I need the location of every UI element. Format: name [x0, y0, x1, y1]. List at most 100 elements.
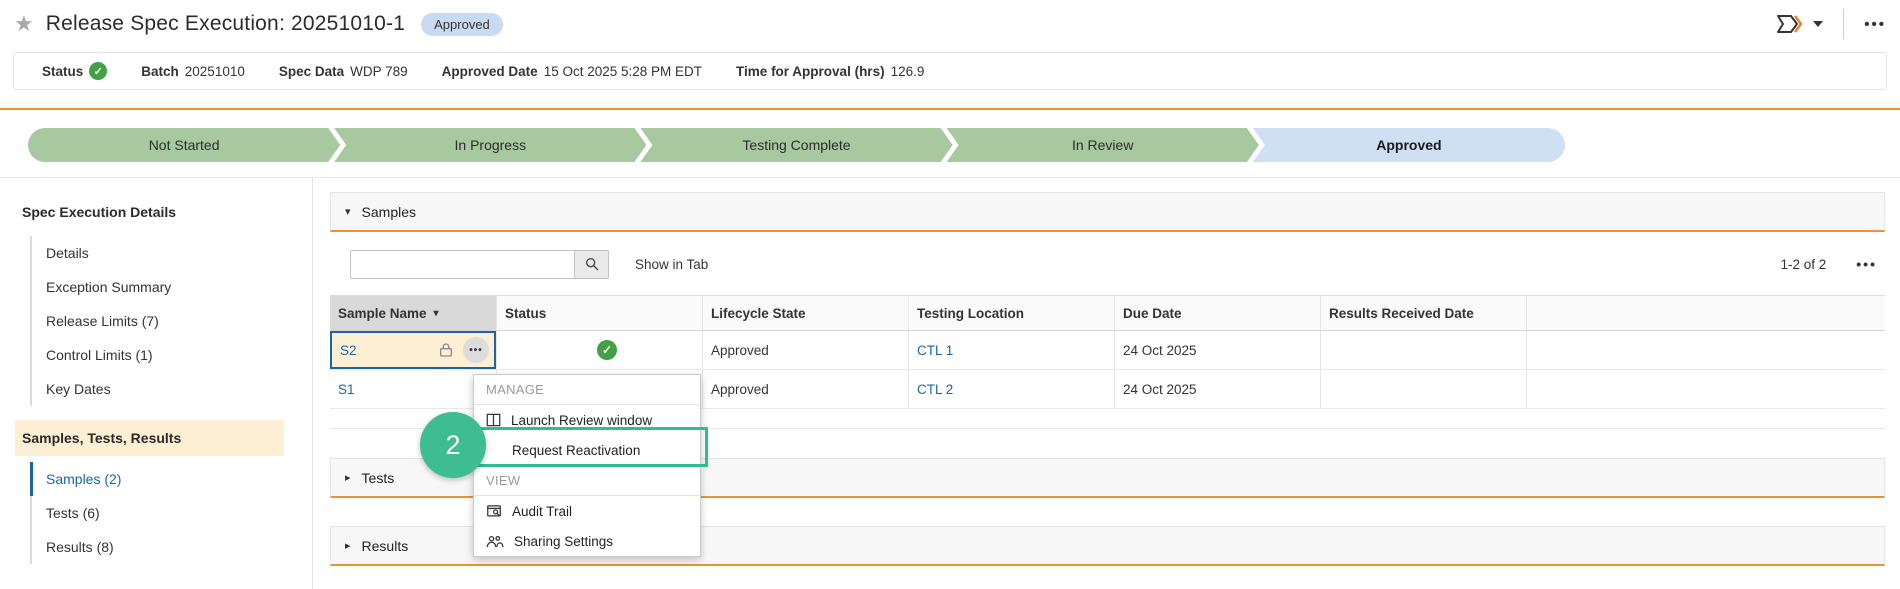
review-window-icon [486, 413, 501, 427]
show-in-tab-link[interactable]: Show in Tab [635, 256, 709, 272]
sample-link-s2[interactable]: S2 [340, 342, 357, 358]
lifecycle-state-cell: Approved [703, 331, 909, 369]
header-actions: ••• [1776, 0, 1886, 48]
sidebar-item-tests[interactable]: Tests (6) [30, 496, 312, 530]
due-date-cell: 24 Oct 2025 [1115, 331, 1321, 369]
sidebar-item-release-limits[interactable]: Release Limits (7) [30, 304, 312, 338]
menu-item-sharing-settings[interactable]: Sharing Settings [474, 526, 700, 556]
menu-group-header: MANAGE [474, 375, 700, 405]
menu-item-label: Audit Trail [512, 503, 573, 519]
sidebar-item-details[interactable]: Details [30, 236, 312, 270]
column-header-results-received-date[interactable]: Results Received Date [1321, 296, 1527, 330]
sample-name-cell-selected[interactable]: S2 ••• [330, 331, 497, 369]
menu-item-launch-review-window[interactable]: Launch Review window [474, 405, 700, 435]
sample-link-s1[interactable]: S1 [338, 381, 355, 397]
table-row: S2 ••• ✓ Approved CTL 1 [330, 331, 1885, 370]
lifecycle-state-cell: Approved [703, 370, 909, 408]
menu-group-manage: MANAGE Launch Review window Request Reac… [474, 375, 700, 465]
testing-location-link[interactable]: CTL 2 [917, 381, 954, 397]
testing-location-cell: CTL 2 [909, 370, 1115, 408]
divider [0, 177, 1900, 178]
samples-table: Sample Name ▾ Status Lifecycle State Tes… [330, 295, 1885, 429]
search-icon [585, 258, 598, 271]
menu-group-view: VIEW Audit Trail Sharing Settings [474, 465, 700, 556]
workflow-menu-button[interactable] [1776, 13, 1824, 35]
column-header-status[interactable]: Status [497, 296, 703, 330]
menu-item-request-reactivation[interactable]: Request Reactivation [474, 435, 700, 465]
table-header-row: Sample Name ▾ Status Lifecycle State Tes… [330, 295, 1885, 331]
results-received-date-cell [1321, 370, 1527, 408]
row-status-check-icon: ✓ [597, 340, 617, 360]
chevron-down-icon [1813, 21, 1824, 27]
row-spacer [1527, 331, 1885, 369]
menu-item-label: Launch Review window [511, 412, 653, 428]
stage-not-started: Not Started [28, 128, 340, 162]
approved-date-label: Approved Date [441, 63, 538, 79]
time-for-approval-value: 126.9 [890, 63, 925, 79]
batch-label: Batch [141, 63, 179, 79]
sharing-people-icon [486, 535, 504, 547]
accent-rule [0, 108, 1900, 110]
results-section-title: Results [361, 537, 409, 554]
sidebar: Spec Execution Details Details Exception… [0, 178, 313, 589]
toolbar-right: 1-2 of 2 ••• [1781, 257, 1886, 272]
row-actions-button[interactable]: ••• [463, 337, 489, 363]
info-field-time-for-approval: Time for Approval (hrs) 126.9 [736, 64, 924, 79]
testing-location-link[interactable]: CTL 1 [917, 342, 954, 358]
sidebar-item-results[interactable]: Results (8) [30, 530, 312, 564]
favorite-star-icon[interactable]: ★ [14, 11, 34, 36]
workflow-icon [1777, 15, 1803, 33]
menu-item-audit-trail[interactable]: Audit Trail [474, 496, 700, 526]
sidebar-item-key-dates[interactable]: Key Dates [30, 372, 312, 406]
column-header-lifecycle-state[interactable]: Lifecycle State [703, 296, 909, 330]
sidebar-items-group-1: Details Exception Summary Release Limits… [30, 236, 312, 406]
main-panel: ▾ Samples Show in Tab 1-2 of 2 ••• Sampl… [330, 192, 1885, 589]
column-header-sample-name[interactable]: Sample Name ▾ [330, 296, 497, 330]
row-ellipsis-icon: ••• [469, 344, 483, 356]
grid-more-actions-icon[interactable]: ••• [1856, 256, 1877, 272]
table-row: S1 Approved CTL 2 24 Oct 2025 [330, 370, 1885, 409]
page-title: Release Spec Execution: 20251010-1 [45, 12, 406, 35]
stage-testing-complete: Testing Complete [640, 128, 952, 162]
menu-item-label: Sharing Settings [514, 533, 614, 549]
tests-section-title: Tests [361, 469, 395, 486]
record-header: ★ Release Spec Execution: 20251010-1 App… [0, 0, 1900, 48]
expand-icon[interactable]: ▸ [345, 540, 351, 552]
more-actions-icon[interactable]: ••• [1864, 15, 1886, 33]
sort-desc-icon: ▾ [433, 307, 439, 319]
info-field-status: Status ✓ [42, 62, 108, 80]
info-field-approved-date: Approved Date 15 Oct 2025 5:28 PM EDT [442, 64, 702, 79]
lifecycle-stage-bar: Not Started In Progress Testing Complete… [28, 128, 1565, 162]
samples-section-title: Samples [361, 203, 416, 220]
info-field-batch: Batch 20251010 [141, 64, 245, 79]
sidebar-items-group-2: Samples (2) Tests (6) Results (8) [30, 462, 312, 564]
column-header-due-date[interactable]: Due Date [1115, 296, 1321, 330]
sidebar-section-spec-execution-details[interactable]: Spec Execution Details [22, 204, 177, 220]
sample-name-header-label: Sample Name [338, 305, 427, 321]
batch-value: 20251010 [184, 63, 245, 79]
column-header-testing-location[interactable]: Testing Location [909, 296, 1115, 330]
search-button[interactable] [575, 249, 609, 279]
column-header-spacer [1527, 296, 1885, 330]
expand-icon[interactable]: ▸ [345, 472, 351, 484]
search-input[interactable] [350, 249, 575, 279]
selected-cell-box: S2 ••• [330, 331, 496, 369]
results-received-date-cell [1321, 331, 1527, 369]
sidebar-item-control-limits[interactable]: Control Limits (1) [30, 338, 312, 372]
sidebar-section-samples-tests-results[interactable]: Samples, Tests, Results [15, 420, 284, 456]
due-date-cell: 24 Oct 2025 [1115, 370, 1321, 408]
sidebar-item-samples[interactable]: Samples (2) [30, 462, 312, 496]
sample-name-cell[interactable]: S1 [330, 370, 497, 408]
stage-in-progress: In Progress [334, 128, 646, 162]
status-cell [497, 370, 703, 408]
samples-toolbar: Show in Tab 1-2 of 2 ••• [330, 246, 1885, 282]
time-for-approval-label: Time for Approval (hrs) [736, 63, 885, 79]
status-label: Status [42, 63, 84, 79]
divider [1843, 9, 1845, 39]
status-badge: Approved [421, 12, 503, 36]
collapse-icon[interactable]: ▾ [345, 206, 351, 218]
lock-icon [440, 343, 452, 357]
samples-section-header[interactable]: ▾ Samples [330, 192, 1885, 232]
sidebar-item-exception-summary[interactable]: Exception Summary [30, 270, 312, 304]
